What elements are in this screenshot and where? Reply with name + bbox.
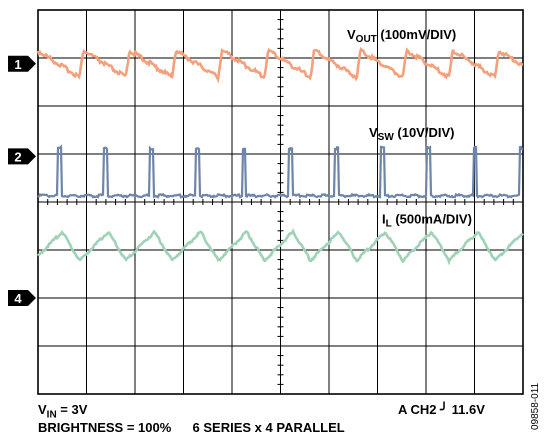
channel-marker-shape — [8, 148, 36, 165]
channel-marker-2: 2 — [8, 148, 36, 165]
channel-marker-4: 4 — [8, 290, 36, 306]
config-text: 6 SERIES x 4 PARALLEL — [192, 420, 345, 435]
figure-id-text: 09858-011 — [530, 382, 541, 430]
series-il-trace — [37, 228, 524, 266]
channel-marker-shape — [8, 290, 36, 306]
channel-marker-text: 1 — [14, 57, 21, 72]
series-label-vout: VOUT (100mV/DIV) — [347, 27, 456, 45]
vin-label: VIN = 3V — [38, 402, 88, 421]
oscilloscope-chart: 1 2 4 VOUT (100mV/DIV) VSW (10V/DIV) IL (500… — [8, 9, 524, 395]
channel-marker-shape — [8, 55, 36, 72]
figure-id: 09858-011 — [530, 382, 541, 430]
channel-marker-1: 1 — [8, 55, 36, 72]
traces — [36, 46, 524, 266]
series-label-il: IL (500mA/DIV) — [382, 212, 472, 230]
series-vsw-trace — [37, 144, 524, 199]
grid — [37, 9, 524, 395]
trigger-edge-icon: ╯ — [440, 402, 448, 417]
trace-labels: VOUT (100mV/DIV) VSW (10V/DIV) IL (500mA/D… — [347, 27, 472, 230]
channel-marker-text: 4 — [14, 291, 22, 306]
channel-marker-text: 2 — [14, 149, 21, 164]
brightness-text: BRIGHTNESS = 100% — [38, 420, 172, 435]
series-label-vsw: VSW (10V/DIV) — [369, 125, 454, 143]
brightness-label: BRIGHTNESS = 100% 6 SERIES x 4 PARALLEL — [38, 420, 345, 435]
trigger-label: A CH2 ╯ 11.6V — [398, 402, 485, 417]
series-vout-trace — [36, 46, 524, 84]
channel-markers: 1 2 4 — [8, 55, 36, 306]
